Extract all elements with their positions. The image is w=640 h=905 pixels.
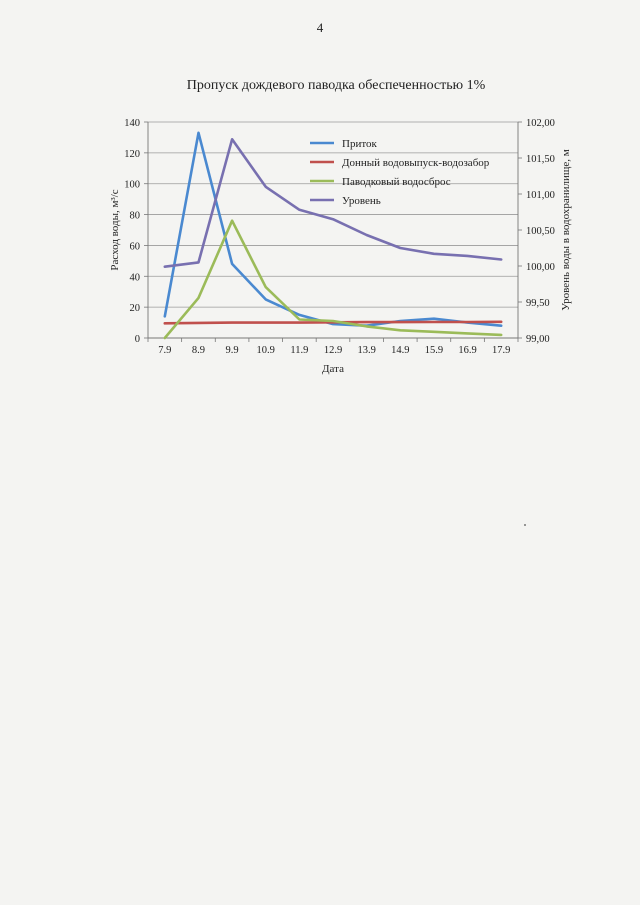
y-left-tick-label: 100	[124, 180, 140, 191]
legend-label: Уровень	[342, 195, 381, 207]
x-tick-label: 17.9	[492, 345, 510, 356]
chart-title: Пропуск дождевого паводка обеспеченность…	[186, 78, 486, 93]
x-tick-label: 13.9	[357, 345, 375, 356]
axes	[144, 121, 522, 342]
x-tick-label: 8.9	[192, 345, 205, 356]
series-line	[163, 219, 503, 340]
scan-speck	[524, 524, 526, 526]
page-number: 4	[316, 20, 324, 35]
x-tick-label: 16.9	[458, 345, 476, 356]
y-left-tick-label: 120	[124, 149, 140, 160]
series-line	[163, 131, 503, 328]
tick-labels: 0 20 40 60 80 100 120 140 99,00 99,50 100,00 100,50…	[124, 118, 555, 356]
y-right-tick-label: 101,00	[526, 190, 555, 201]
x-tick-label: 7.9	[158, 345, 171, 356]
y-right-tick-label: 100,00	[526, 262, 555, 273]
series-lines	[163, 131, 503, 340]
x-tick-label: 12.9	[324, 345, 342, 356]
x-tick-label: 10.9	[257, 345, 275, 356]
x-tick-label: 9.9	[226, 345, 239, 356]
legend-label: Приток	[342, 138, 377, 150]
x-tick-label: 14.9	[391, 345, 409, 356]
y-axis-right-label: Уровень воды в водохранилище, м	[560, 149, 572, 310]
series-line	[163, 138, 503, 269]
y-axis-left-label: Расход воды, м³/с	[109, 189, 121, 270]
legend-label: Паводковый водосброс	[342, 176, 451, 188]
y-left-tick-label: 0	[135, 334, 140, 345]
legend: Приток Донный водовыпуск-водозабор Паводко…	[310, 138, 490, 207]
x-tick-label: 11.9	[290, 345, 308, 356]
y-right-tick-label: 100,50	[526, 226, 555, 237]
y-left-tick-label: 60	[130, 241, 141, 252]
y-right-tick-label: 102,00	[526, 118, 555, 129]
x-axis-label: Дата	[322, 363, 344, 375]
y-right-tick-label: 99,50	[526, 298, 550, 309]
y-right-tick-label: 99,00	[526, 334, 550, 345]
grid-lines	[148, 121, 518, 308]
y-left-tick-label: 140	[124, 118, 140, 129]
y-left-tick-label: 20	[130, 303, 141, 314]
y-left-tick-label: 80	[130, 211, 141, 222]
x-tick-label: 15.9	[425, 345, 443, 356]
y-right-tick-label: 101,50	[526, 154, 555, 165]
legend-label: Донный водовыпуск-водозабор	[342, 157, 490, 169]
y-left-tick-label: 40	[130, 272, 141, 283]
